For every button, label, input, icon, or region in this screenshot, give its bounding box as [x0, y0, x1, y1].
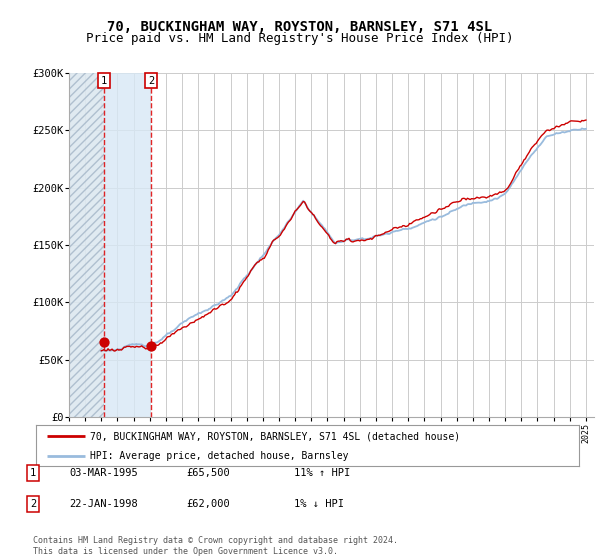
- Point: [99, 338, 109, 347]
- Text: 70, BUCKINGHAM WAY, ROYSTON, BARNSLEY, S71 4SL: 70, BUCKINGHAM WAY, ROYSTON, BARNSLEY, S…: [107, 20, 493, 34]
- Text: £62,000: £62,000: [186, 499, 230, 509]
- Text: Contains HM Land Registry data © Crown copyright and database right 2024.
This d: Contains HM Land Registry data © Crown c…: [33, 536, 398, 556]
- Text: 1% ↓ HPI: 1% ↓ HPI: [294, 499, 344, 509]
- Text: 03-MAR-1995: 03-MAR-1995: [69, 468, 138, 478]
- Text: 1: 1: [30, 468, 36, 478]
- Text: 2: 2: [30, 499, 36, 509]
- Text: 2: 2: [148, 76, 154, 86]
- Bar: [69, 73, 104, 417]
- Text: Price paid vs. HM Land Registry's House Price Index (HPI): Price paid vs. HM Land Registry's House …: [86, 32, 514, 45]
- Point: [146, 342, 155, 351]
- Text: 70, BUCKINGHAM WAY, ROYSTON, BARNSLEY, S71 4SL (detached house): 70, BUCKINGHAM WAY, ROYSTON, BARNSLEY, S…: [91, 431, 460, 441]
- Bar: [104, 73, 151, 417]
- Text: £65,500: £65,500: [186, 468, 230, 478]
- Text: 22-JAN-1998: 22-JAN-1998: [69, 499, 138, 509]
- Text: 1: 1: [101, 76, 107, 86]
- Text: 11% ↑ HPI: 11% ↑ HPI: [294, 468, 350, 478]
- Text: HPI: Average price, detached house, Barnsley: HPI: Average price, detached house, Barn…: [91, 451, 349, 461]
